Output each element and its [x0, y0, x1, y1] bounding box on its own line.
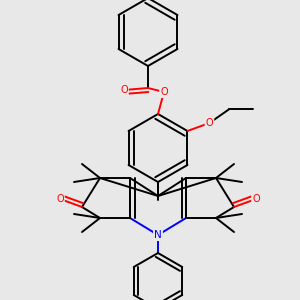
Text: O: O [56, 194, 64, 204]
Text: O: O [120, 85, 128, 95]
Text: O: O [252, 194, 260, 204]
Text: O: O [206, 118, 213, 128]
Text: O: O [160, 87, 168, 97]
Text: N: N [154, 230, 162, 240]
